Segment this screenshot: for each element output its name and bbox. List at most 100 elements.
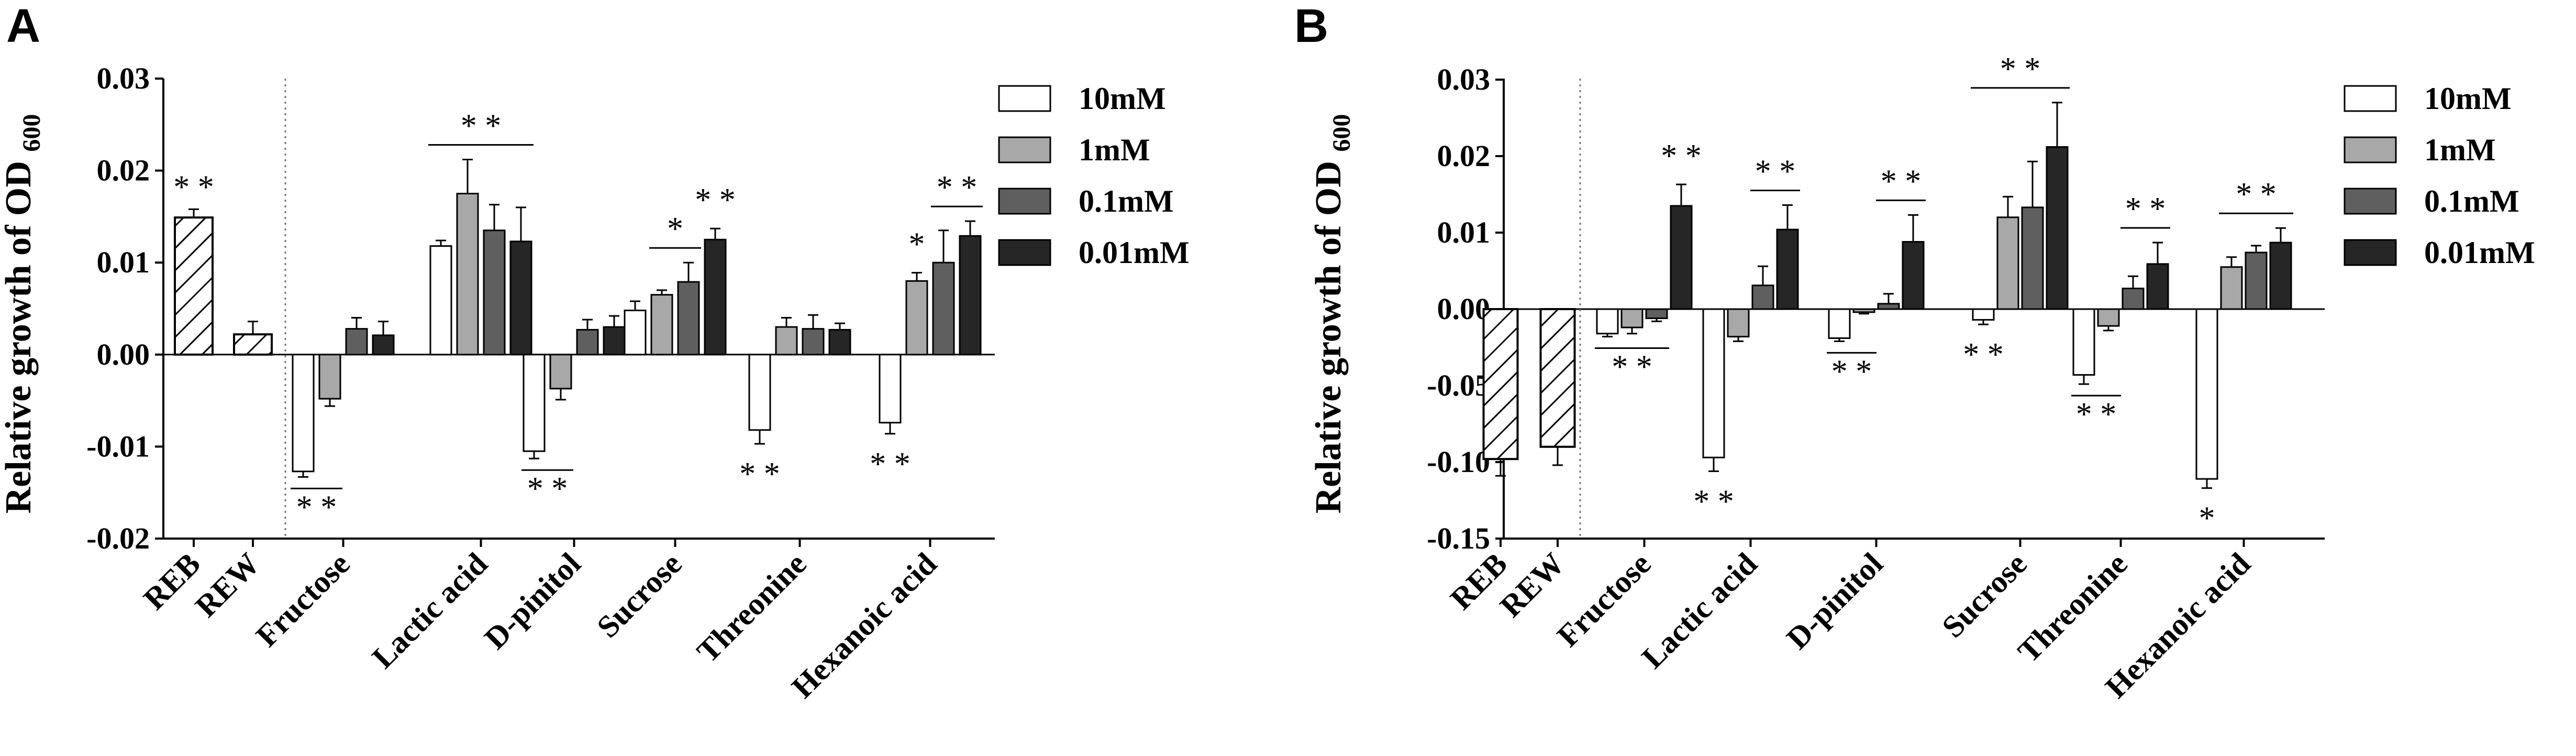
significance-marker: * * <box>527 471 568 507</box>
bar-threonine-01mm <box>2122 288 2145 310</box>
bar-threonine-10mm <box>2072 308 2095 376</box>
y-axis-label-main: Relative growth of OD <box>1308 152 1349 514</box>
y-axis-label: Relative growth of OD 600 <box>1308 114 1356 514</box>
significance-marker: * * <box>2076 397 2117 432</box>
x-tick-label: REW <box>1493 546 1571 624</box>
significance-marker: * * <box>1612 349 1652 385</box>
bar-threonine-001mm <box>828 328 851 356</box>
bar-threonine-1mm <box>775 326 798 356</box>
x-tick-label: Lactic acid <box>1635 546 1764 675</box>
legend-label: 0.01mM <box>1079 235 1190 270</box>
x-tick-label: Fructose <box>1550 546 1658 654</box>
bar-hexanoic-acid-10mm <box>879 354 902 424</box>
bar-threonine-01mm <box>802 328 825 356</box>
legend-swatch <box>998 239 1051 266</box>
bar-threonine-001mm <box>2146 263 2169 310</box>
y-tick-label: 0.01 <box>1437 215 1491 249</box>
significance-marker: * * <box>173 169 214 205</box>
bar-lactic-acid-001mm <box>1776 228 1799 310</box>
control-bar-rew <box>233 333 273 356</box>
control-bar-reb <box>174 216 214 356</box>
significance-marker: * * <box>1693 484 1734 520</box>
significance-marker: * * <box>739 456 780 492</box>
legend: 10mM 1mM 0.1mM 0.01mM <box>2344 81 2535 270</box>
panel-letter: A <box>6 0 40 52</box>
legend-swatch <box>2344 136 2397 163</box>
bar-threonine-10mm <box>748 354 771 431</box>
bar-fructose-10mm <box>292 354 315 473</box>
legend-label: 0.1mM <box>2424 184 2519 218</box>
y-axis-label-sub: 600 <box>18 114 46 152</box>
bar-lactic-acid-001mm <box>509 240 532 356</box>
x-tick-label: Sucrose <box>590 546 688 644</box>
bar-hexanoic-acid-001mm <box>2269 242 2292 310</box>
significance-marker: * * <box>870 446 911 482</box>
bar-lactic-acid-01mm <box>1751 284 1774 310</box>
significance-marker: * * <box>695 182 736 218</box>
legend-swatch <box>2344 85 2397 112</box>
legend-label: 1mM <box>2424 133 2496 167</box>
panel-a: A -0.02 -0.01 0.00 0.01 0.02 0.03 Relative grow… <box>0 0 1190 705</box>
bar-fructose-001mm <box>372 334 395 356</box>
bar-d-pinitol-10mm <box>523 354 546 452</box>
bar-d-pinitol-001mm <box>603 326 626 356</box>
bar-lactic-acid-01mm <box>483 229 506 356</box>
bar-threonine-1mm <box>2097 308 2120 327</box>
legend-label: 0.01mM <box>2424 235 2535 270</box>
significance-marker: * <box>2199 501 2215 536</box>
y-tick-label: 0.00 <box>97 337 150 371</box>
legend-swatch <box>998 188 1051 215</box>
bar-d-pinitol-001mm <box>1902 241 1925 310</box>
bar-lactic-acid-1mm <box>1727 308 1750 338</box>
y-tick-label: 0.03 <box>1437 62 1491 96</box>
x-tick-label: Sucrose <box>1935 546 2033 644</box>
bar-d-pinitol-1mm <box>1852 308 1875 313</box>
bar-sucrose-1mm <box>1996 216 2019 310</box>
bar-lactic-acid-10mm <box>1702 308 1725 458</box>
bar-fructose-10mm <box>1596 308 1619 335</box>
bar-sucrose-01mm <box>677 281 700 356</box>
panel-b: B -0.15 -0.10 -0.05 0.00 0.01 0.02 0.03 Relative… <box>1294 0 2535 705</box>
y-tick-label: 0.02 <box>97 154 150 188</box>
legend-swatch <box>2344 188 2397 215</box>
legend-swatch <box>998 136 1051 163</box>
bar-d-pinitol-01mm <box>1877 303 1900 310</box>
significance-marker: * * <box>2000 51 2041 87</box>
bar-sucrose-1mm <box>650 294 673 356</box>
bar-fructose-001mm <box>1670 205 1693 310</box>
bar-lactic-acid-1mm <box>456 193 479 356</box>
significance-marker: * * <box>2125 191 2166 227</box>
x-tick-label: Threonine <box>2011 546 2134 669</box>
bar-sucrose-10mm <box>1972 308 1995 321</box>
y-tick-label: 0.02 <box>1437 139 1491 173</box>
y-axis-label: Relative growth of OD 600 <box>0 114 46 514</box>
significance-marker: * <box>667 211 683 247</box>
control-bar-rew <box>1539 308 1576 448</box>
y-tick-label: 0.01 <box>97 245 150 279</box>
significance-marker: * * <box>296 489 337 525</box>
bar-fructose-1mm <box>1620 308 1644 328</box>
bar-sucrose-10mm <box>624 310 647 356</box>
significance-marker: * * <box>1661 138 1702 174</box>
x-tick-label: REW <box>188 546 266 624</box>
significance-marker: * * <box>1755 154 1796 189</box>
bar-sucrose-01mm <box>2021 206 2044 310</box>
y-tick-label: -0.01 <box>86 429 150 463</box>
legend-label: 10mM <box>1079 81 1166 116</box>
bar-fructose-01mm <box>1645 308 1668 320</box>
legend-swatch <box>2344 239 2397 266</box>
x-tick-label: Lactic acid <box>365 546 494 675</box>
y-tick-label: 0.03 <box>97 61 150 95</box>
y-tick-label: -0.10 <box>1427 445 1490 479</box>
y-axis-label-main: Relative growth of OD <box>0 152 39 514</box>
legend-label: 0.1mM <box>1079 184 1174 218</box>
bar-hexanoic-acid-1mm <box>2220 266 2243 310</box>
bar-hexanoic-acid-10mm <box>2195 308 2218 480</box>
bar-d-pinitol-1mm <box>549 354 572 390</box>
bar-hexanoic-acid-001mm <box>959 235 982 356</box>
bar-lactic-acid-10mm <box>429 245 452 356</box>
legend-label: 10mM <box>2424 81 2512 116</box>
x-tick-label: D-pinitol <box>1780 546 1889 656</box>
